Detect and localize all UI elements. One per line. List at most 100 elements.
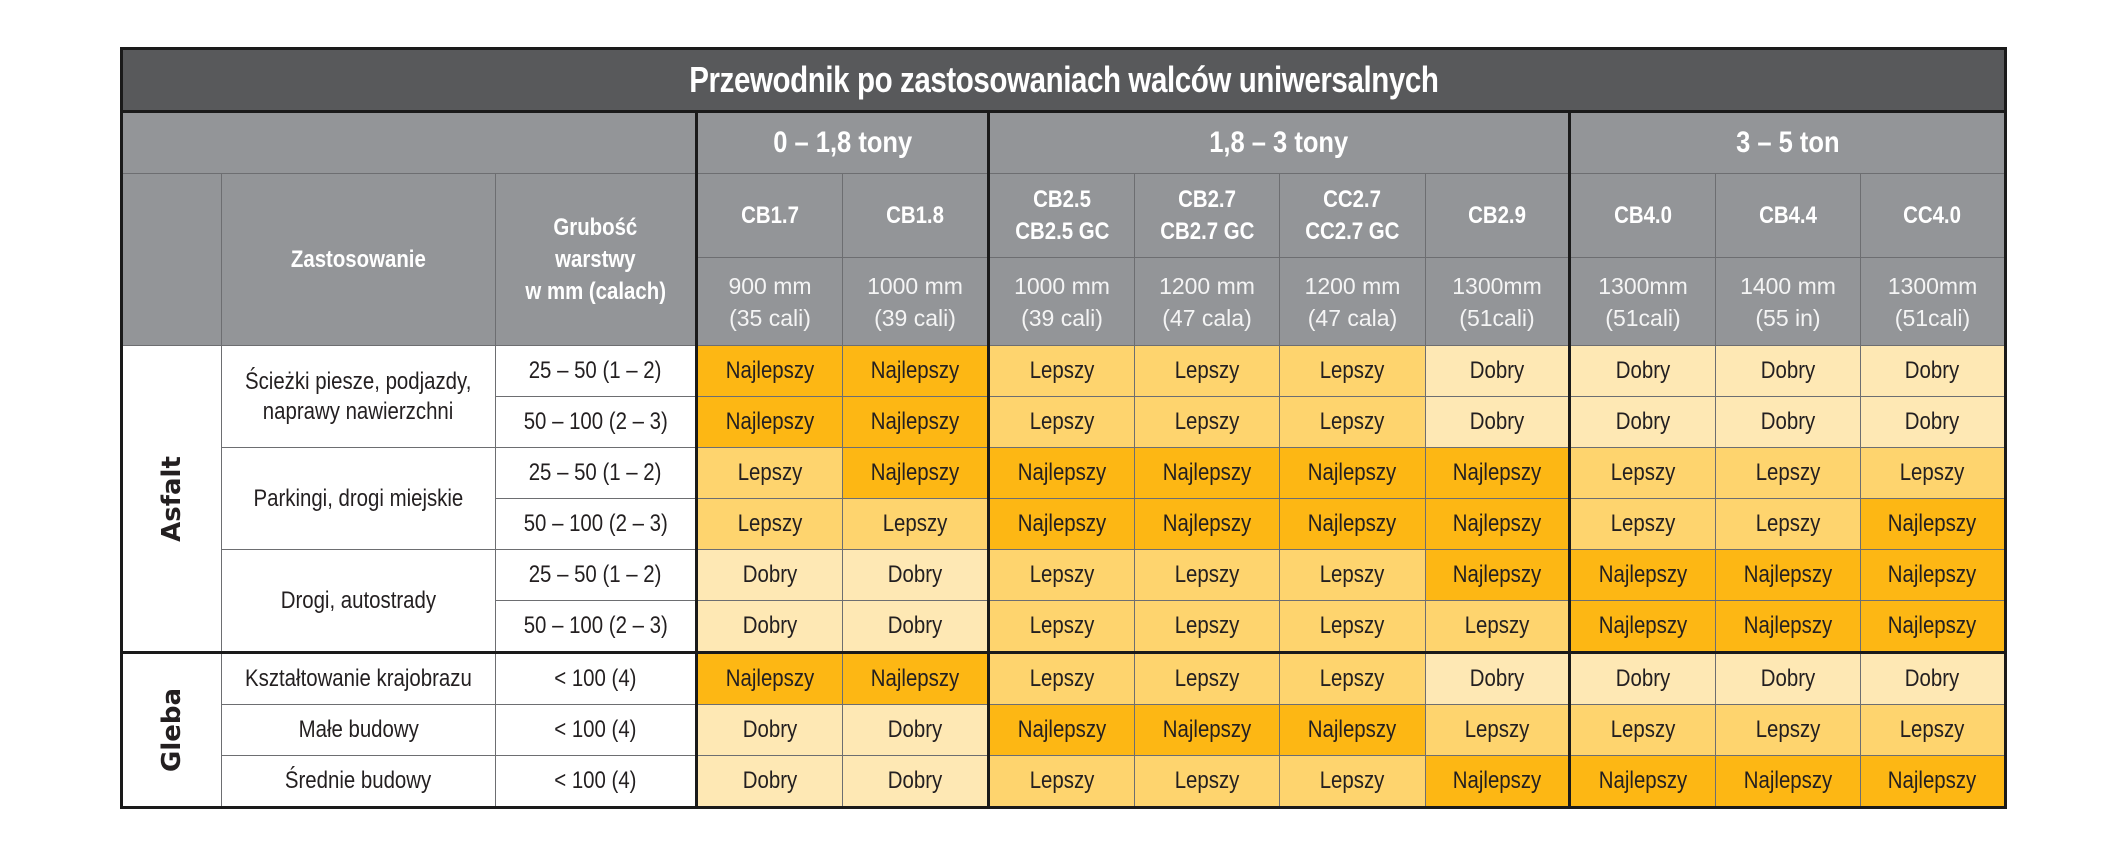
application-cell: Parkingi, drogi miejskie <box>221 447 496 550</box>
drum-width-header: 1000 mm (39 cali) <box>987 257 1135 346</box>
rating-cell: Lepszy <box>1425 600 1570 653</box>
rating-cell: Dobry <box>1715 345 1861 397</box>
drum-width-header: 1200 mm (47 cala) <box>1279 257 1426 346</box>
rating-cell: Najlepszy <box>1860 549 2006 601</box>
model-header: CB1.7 <box>695 173 843 258</box>
rating-cell: Najlepszy <box>695 651 843 705</box>
rating-cell: Najlepszy <box>1134 704 1280 756</box>
category-cell: Asfalt <box>121 345 222 653</box>
page-title: Przewodnik po zastosowaniach walców uniw… <box>121 48 2006 113</box>
rating-cell: Lepszy <box>1715 704 1861 756</box>
rating-cell: Dobry <box>695 549 843 601</box>
rating-cell: Lepszy <box>1134 755 1280 808</box>
drum-width-header: 1300mm (51cali) <box>1568 257 1716 346</box>
rating-cell: Najlepszy <box>1860 755 2006 808</box>
rating-cell: Dobry <box>1860 651 2006 705</box>
rating-cell: Dobry <box>1568 396 1716 448</box>
rating-cell: Dobry <box>842 755 989 808</box>
rating-cell: Dobry <box>1715 651 1861 705</box>
rating-cell: Najlepszy <box>1425 755 1570 808</box>
rating-cell: Dobry <box>1568 345 1716 397</box>
rating-cell: Dobry <box>842 600 989 653</box>
rating-cell: Lepszy <box>1134 345 1280 397</box>
band-spacer <box>121 111 697 174</box>
rating-cell: Lepszy <box>1568 447 1716 499</box>
rating-cell: Dobry <box>695 600 843 653</box>
category-label: Gleba <box>156 687 187 773</box>
category-cell: Gleba <box>121 651 222 808</box>
rating-cell: Dobry <box>1715 396 1861 448</box>
rating-cell: Najlepszy <box>1134 498 1280 550</box>
rating-cell: Najlepszy <box>987 447 1135 499</box>
application-cell: Średnie budowy <box>221 755 496 808</box>
drum-width-header: 1200 mm (47 cala) <box>1134 257 1280 346</box>
category-header-empty <box>121 173 222 346</box>
rating-cell: Najlepszy <box>1860 600 2006 653</box>
drum-width-header: 1000 mm (39 cali) <box>842 257 989 346</box>
rating-cell: Lepszy <box>987 651 1135 705</box>
rating-cell: Lepszy <box>1134 600 1280 653</box>
thickness-cell: 25 – 50 (1 – 2) <box>495 345 697 397</box>
model-header: CB2.9 <box>1425 173 1570 258</box>
weight-band-header: 3 – 5 ton <box>1568 111 2006 174</box>
model-header: CB2.5 CB2.5 GC <box>987 173 1135 258</box>
rating-cell: Lepszy <box>1279 651 1426 705</box>
table-row: 50 – 100 (2 – 3) Najlepszy Najlepszy Lepszy… <box>122 396 2006 448</box>
application-cell: Drogi, autostrady <box>221 549 496 653</box>
rating-cell: Najlepszy <box>1715 600 1861 653</box>
application-cell: Ścieżki piesze, podjazdy, naprawy nawierz… <box>221 345 496 448</box>
thickness-header: Grubość warstwy w mm (calach) <box>495 173 697 346</box>
rating-cell: Najlepszy <box>1279 704 1426 756</box>
rating-cell: Lepszy <box>1279 396 1426 448</box>
drum-width-header: 900 mm (35 cali) <box>695 257 843 346</box>
rating-cell: Najlepszy <box>1425 498 1570 550</box>
rating-cell: Najlepszy <box>842 447 989 499</box>
rating-cell: Najlepszy <box>695 396 843 448</box>
rating-cell: Najlepszy <box>695 345 843 397</box>
thickness-cell: 25 – 50 (1 – 2) <box>495 447 697 499</box>
model-header: CB2.7 CB2.7 GC <box>1134 173 1280 258</box>
rating-cell: Lepszy <box>987 345 1135 397</box>
rating-cell: Lepszy <box>842 498 989 550</box>
table-row: 50 – 100 (2 – 3) Dobry Dobry Lepszy Lepszy Le… <box>122 600 2006 653</box>
thickness-cell: < 100 (4) <box>495 704 697 756</box>
application-header: Zastosowanie <box>221 173 496 346</box>
table-row: Parkingi, drogi miejskie 25 – 50 (1 – 2) L… <box>122 447 2006 550</box>
rating-cell: Najlepszy <box>1568 755 1716 808</box>
thickness-cell: < 100 (4) <box>495 755 697 808</box>
model-header: CC2.7 CC2.7 GC <box>1279 173 1426 258</box>
rating-cell: Najlepszy <box>1425 549 1570 601</box>
rating-cell: Lepszy <box>987 396 1135 448</box>
rating-cell: Najlepszy <box>987 704 1135 756</box>
model-header: CB1.8 <box>842 173 989 258</box>
model-header: CB4.0 <box>1568 173 1716 258</box>
category-label: Asfalt <box>156 455 187 542</box>
table-header: Przewodnik po zastosowaniach walców uniw… <box>121 48 2006 346</box>
drum-width-header: 1400 mm (55 in) <box>1715 257 1861 346</box>
drum-width-header: 1300mm (51cali) <box>1860 257 2006 346</box>
rating-cell: Najlepszy <box>1134 447 1280 499</box>
rating-cell: Lepszy <box>1134 549 1280 601</box>
rating-cell: Dobry <box>1425 396 1570 448</box>
thickness-cell: 25 – 50 (1 – 2) <box>495 549 697 601</box>
rating-cell: Lepszy <box>1860 704 2006 756</box>
table-row: Asfalt Ścieżki piesze, podjazdy, naprawy n… <box>121 345 2006 653</box>
table-body: Asfalt Ścieżki piesze, podjazdy, naprawy n… <box>121 345 2006 808</box>
table-row: Średnie budowy < 100 (4) Dobry Dobry Lepszy L… <box>122 755 2006 808</box>
rating-cell: Najlepszy <box>1279 498 1426 550</box>
rating-cell: Lepszy <box>987 549 1135 601</box>
rating-cell: Lepszy <box>1279 600 1426 653</box>
thickness-cell: < 100 (4) <box>495 651 697 705</box>
application-cell: Kształtowanie krajobrazu <box>221 651 496 705</box>
table-row: Drogi, autostrady 25 – 50 (1 – 2) Dobry Dob… <box>122 549 2006 653</box>
rating-cell: Lepszy <box>695 447 843 499</box>
rating-cell: Dobry <box>695 755 843 808</box>
rating-cell: Lepszy <box>1134 651 1280 705</box>
rating-cell: Lepszy <box>1568 498 1716 550</box>
model-header: CB4.4 <box>1715 173 1861 258</box>
rating-cell: Najlepszy <box>1568 549 1716 601</box>
rating-cell: Najlepszy <box>987 498 1135 550</box>
rating-cell: Lepszy <box>1134 396 1280 448</box>
rating-cell: Lepszy <box>1568 704 1716 756</box>
rating-cell: Najlepszy <box>842 651 989 705</box>
